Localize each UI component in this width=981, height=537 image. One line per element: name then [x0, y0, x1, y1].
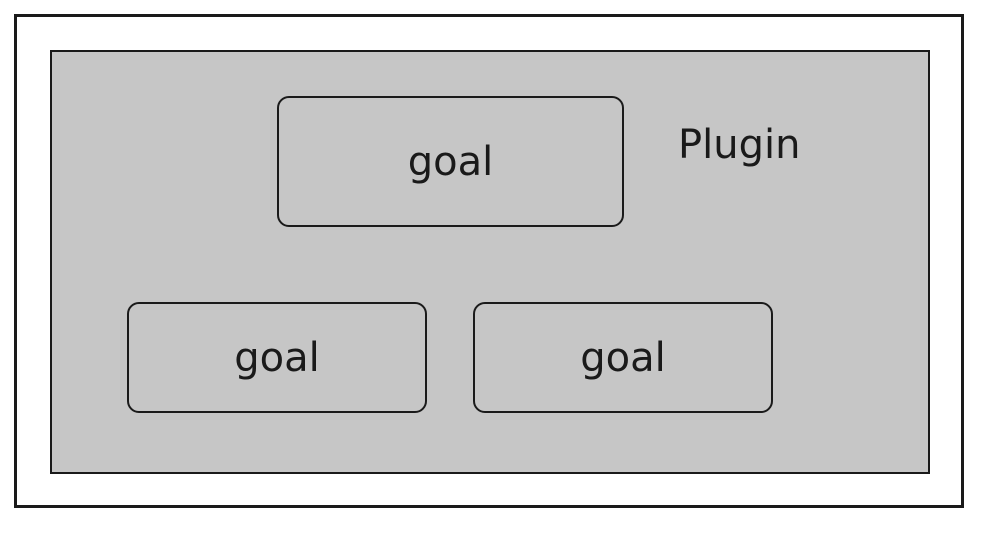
goal-label: goal	[407, 138, 494, 185]
goal-label: goal	[580, 334, 666, 381]
goal-label: goal	[234, 334, 320, 381]
goal-box-bottom-left: goal	[127, 302, 427, 413]
plugin-label: Plugin	[678, 122, 801, 168]
goal-box-top: goal	[277, 96, 624, 227]
goal-box-bottom-right: goal	[473, 302, 773, 413]
